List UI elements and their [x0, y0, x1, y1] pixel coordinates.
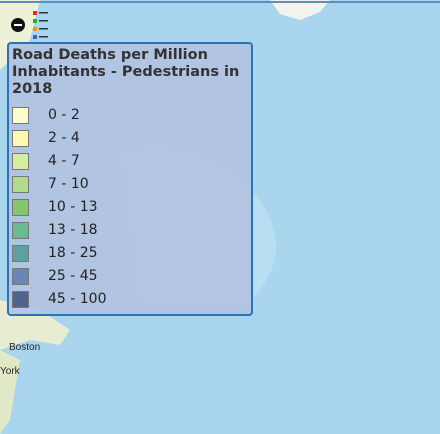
- legend-label: 2 - 4: [48, 130, 80, 146]
- legend-title: Road Deaths per Million Inhabitants - Pe…: [12, 47, 240, 97]
- legend-label: 13 - 18: [48, 222, 98, 238]
- legend-label: 7 - 10: [48, 176, 89, 192]
- legend: Road Deaths per Million Inhabitants - Pe…: [7, 42, 253, 316]
- legend-label: 0 - 2: [48, 107, 80, 123]
- legend-swatch: [12, 153, 29, 170]
- legend-label: 4 - 7: [48, 153, 80, 169]
- land: [0, 350, 20, 434]
- zoom-out-icon: [14, 24, 22, 26]
- legend-label: 18 - 25: [48, 245, 98, 261]
- legend-swatch: [12, 291, 29, 308]
- legend-swatch: [12, 268, 29, 285]
- legend-swatch: [12, 107, 29, 124]
- legend-label: 10 - 13: [48, 199, 98, 215]
- legend-swatch: [12, 176, 29, 193]
- legend-label: 25 - 45: [48, 268, 98, 284]
- legend-swatch: [12, 199, 29, 216]
- land: [270, 0, 330, 20]
- city-label: Boston: [9, 342, 41, 353]
- legend-swatch: [12, 245, 29, 262]
- map-controls: [11, 11, 48, 39]
- legend-label: 45 - 100: [48, 291, 107, 307]
- city-label: York: [0, 366, 20, 377]
- legend-toggle[interactable]: [33, 11, 48, 39]
- legend-swatch: [12, 130, 29, 147]
- legend-swatch: [12, 222, 29, 239]
